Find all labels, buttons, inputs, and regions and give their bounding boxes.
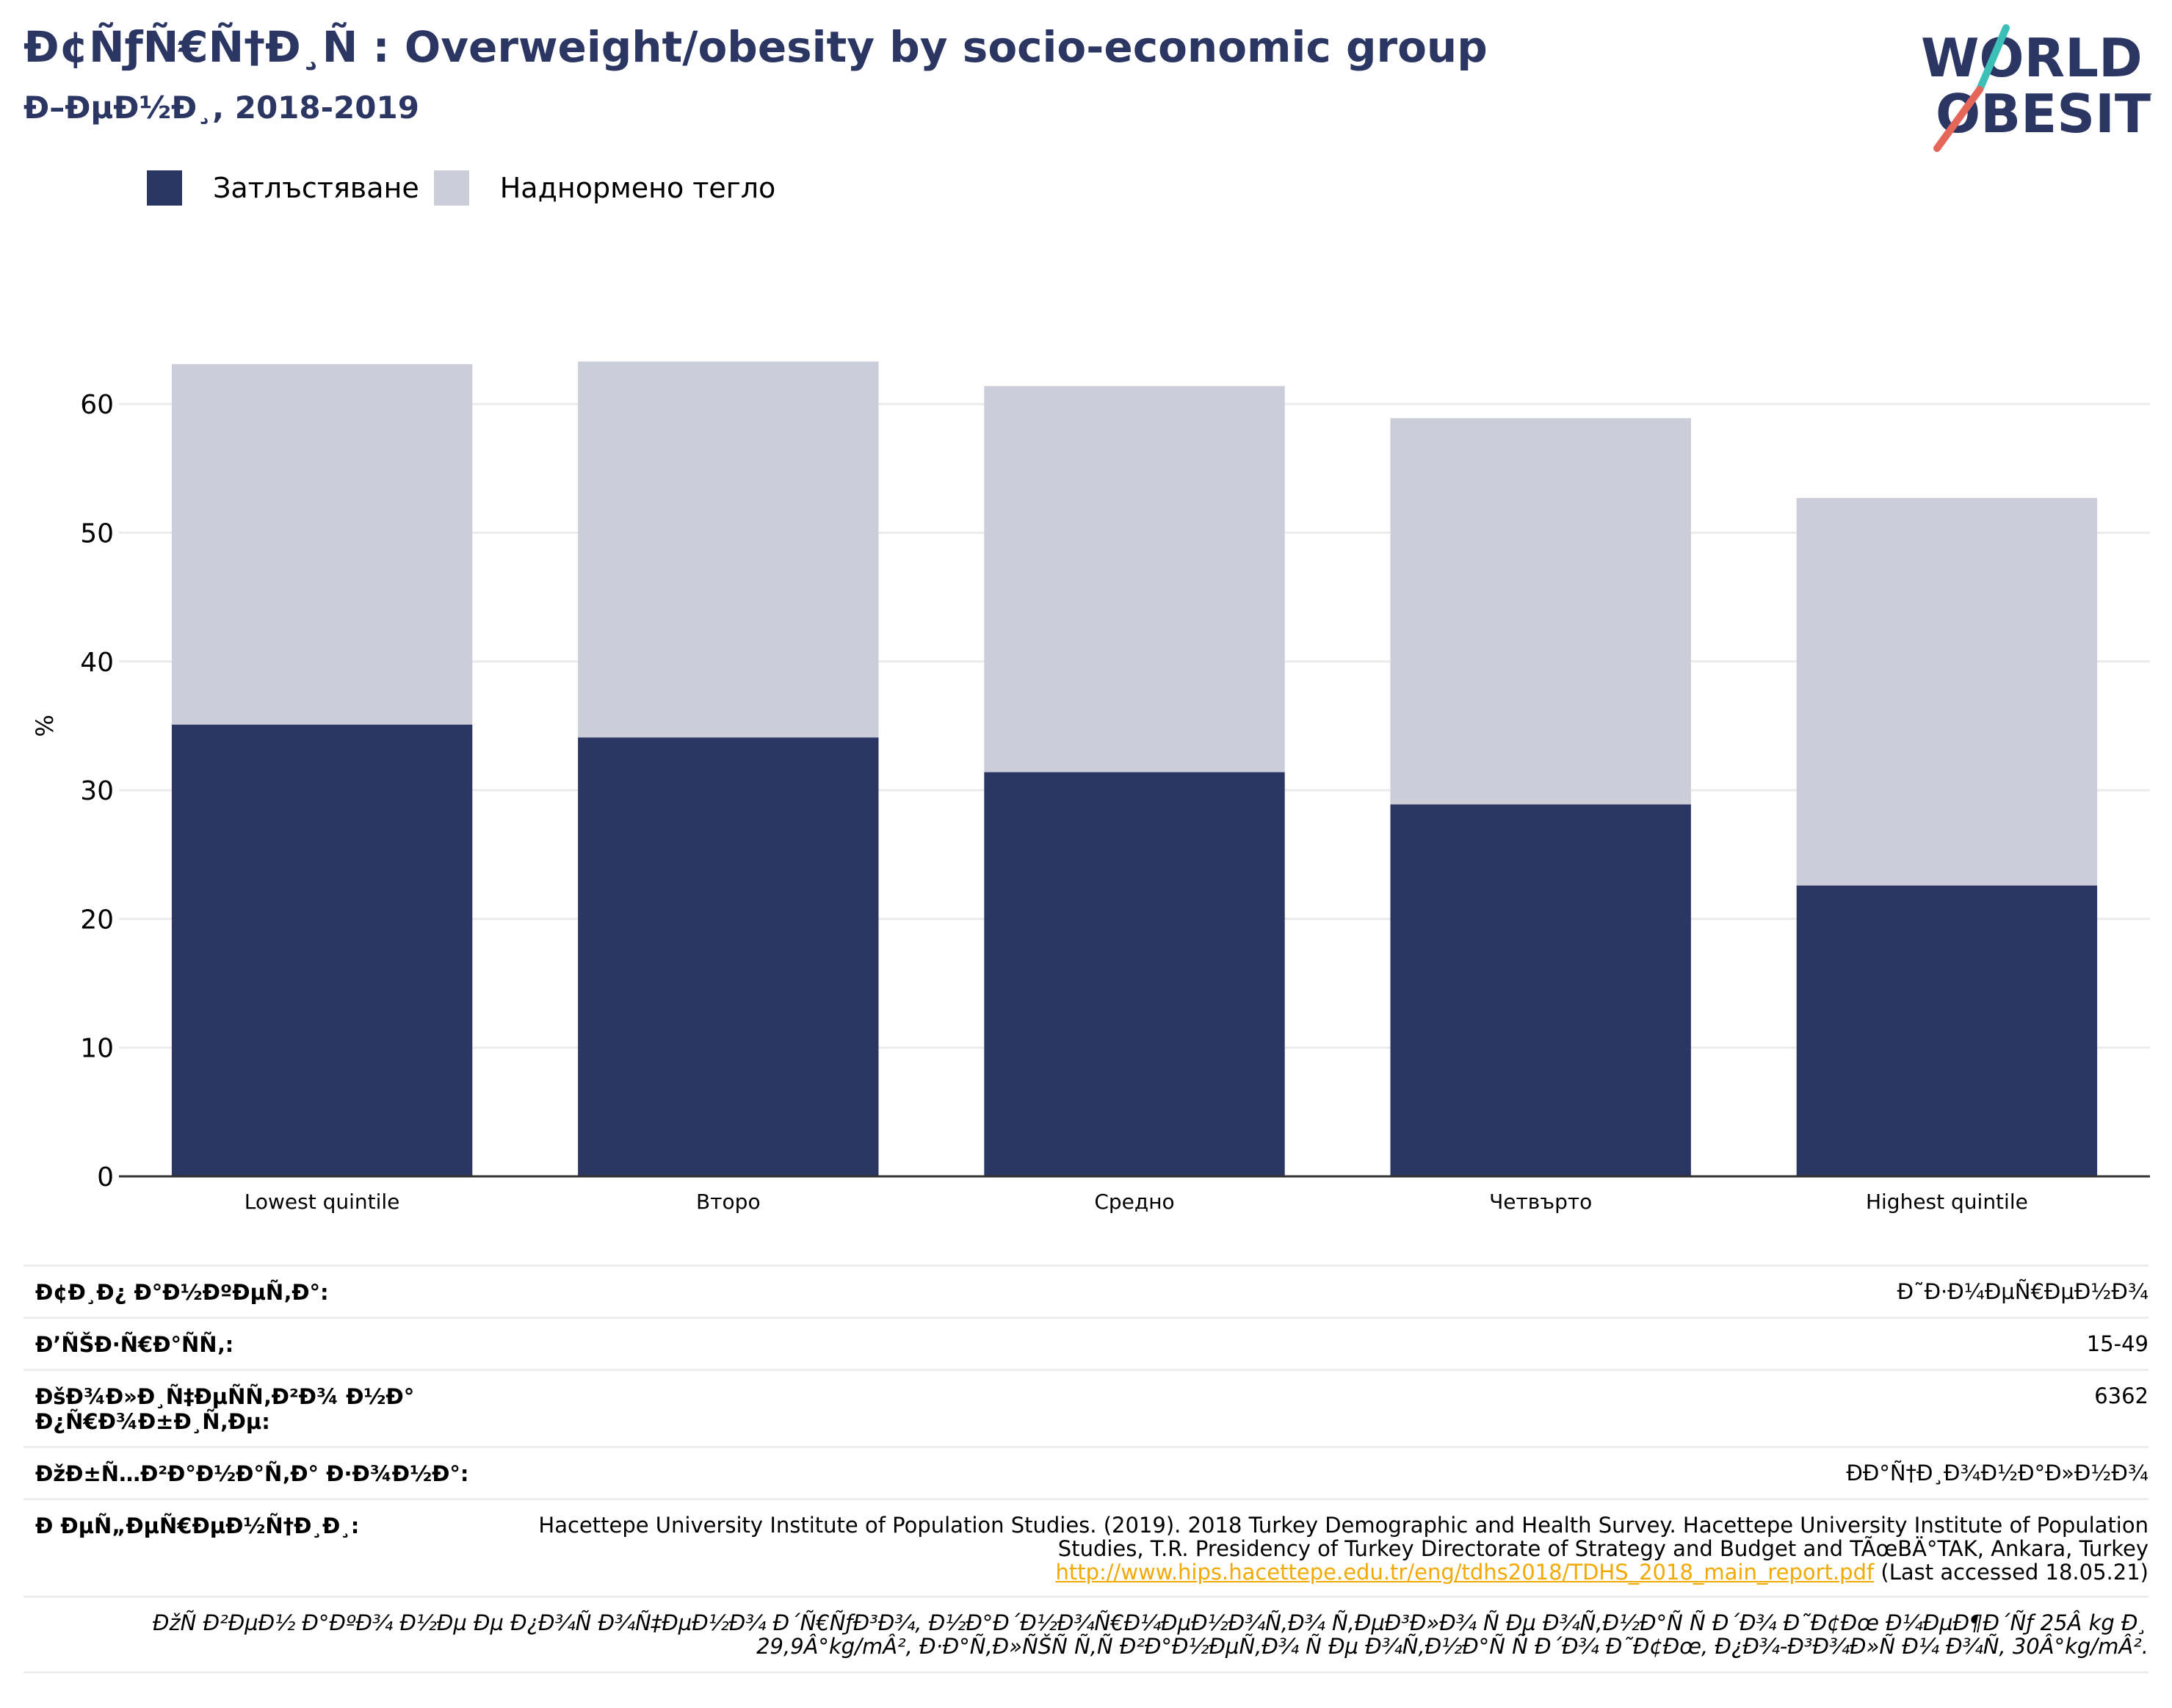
world-obesity-logo: WORLD OBESITY [1921,24,2151,152]
meta-value: 6362 [2094,1383,2149,1408]
logo-slash-teal [1976,24,2010,93]
y-tick-label: 40 [80,648,114,678]
bar-overweight [171,363,473,725]
meta-key: ÐžÐ±Ñ…Ð²Ð°Ð½Ð°Ñ‚Ð° Ð·Ð¾Ð½Ð°: [35,1461,469,1486]
bar-overweight [1390,418,1691,805]
legend-label-overweight: Наднормено тегло [499,172,776,204]
y-tick-label: 10 [80,1034,114,1064]
meta-value: Ð˜Ð·Ð¼ÐµÑ€ÐµÐ½Ð¾ [1897,1279,2149,1304]
legend-item-obesity: Затлъстяване [147,170,419,206]
meta-row-survey-type: Ð¢Ð¸Ð¿ Ð°Ð½ÐºÐµÑ‚Ð°: Ð˜Ð·Ð¼ÐµÑ€ÐµÐ½Ð¾ [23,1264,2149,1317]
x-tick-label: Средно [1094,1190,1174,1214]
bar-overweight [578,361,879,738]
meta-key: ÐšÐ¾Ð»Ð¸Ñ‡ÐµÑÑ‚Ð²Ð¾ Ð½Ð° Ð¿Ñ€Ð¾Ð±Ð¸Ñ‚Ðµ: [35,1384,415,1434]
meta-key: Ð ÐµÑ„ÐµÑ€ÐµÐ½Ñ†Ð¸Ð¸: [35,1513,360,1538]
x-tick-label: Lowest quintile [245,1190,400,1214]
footnote: ÐžÑ Ð²ÐµÐ½ Ð°ÐºÐ¾ Ð½Ðµ Ðµ Ð¿Ð¾Ñ Ð¾Ñ‡ÐµÐ½… [23,1596,2149,1673]
reference-accessed: (Last accessed 18.05.21) [1880,1560,2149,1585]
meta-row-age: Ð’ÑŠÐ·Ñ€Ð°ÑÑ‚: 15-49 [23,1317,2149,1369]
bar-overweight [984,386,1285,772]
meta-row-coverage: ÐžÐ±Ñ…Ð²Ð°Ð½Ð°Ñ‚Ð° Ð·Ð¾Ð½Ð°: ÐÐ°Ñ†Ð¸Ð¾Ð½… [23,1446,2149,1498]
meta-value: 15-49 [2086,1331,2149,1356]
meta-row-references: Ð ÐµÑ„ÐµÑ€ÐµÐ½Ñ†Ð¸Ð¸: Hacettepe Universi… [23,1498,2149,1596]
x-tick-label: Четвърто [1489,1190,1592,1214]
legend-label-obesity: Затлъстяване [213,172,419,204]
bar-obesity [171,724,473,1176]
legend-item-overweight: Наднормено тегло [433,170,776,206]
meta-value: ÐÐ°Ñ†Ð¸Ð¾Ð½Ð°Ð»Ð½Ð¾ [1846,1461,2149,1486]
x-tick-label: Highest quintile [1866,1190,2028,1214]
bar-obesity [984,772,1285,1176]
logo-text-obesity: OBESITY [1936,83,2151,145]
y-tick-label: 60 [80,390,114,420]
chart-legend: Затлъстяване Наднормено тегло [147,170,790,206]
x-tick-label: Второ [696,1190,761,1214]
y-tick-label: 50 [80,519,114,549]
bar-overweight [1796,498,2098,886]
metadata-table: Ð¢Ð¸Ð¿ Ð°Ð½ÐºÐµÑ‚Ð°: Ð˜Ð·Ð¼ÐµÑ€ÐµÐ½Ð¾ Ð’… [23,1264,2149,1673]
reference-link[interactable]: http://www.hips.hacettepe.edu.tr/eng/tdh… [1055,1560,1875,1585]
meta-key: Ð’ÑŠÐ·Ñ€Ð°ÑÑ‚: [35,1332,234,1357]
reference-text: Hacettepe University Institute of Popula… [538,1513,2149,1561]
y-tick-label: 0 [97,1162,114,1193]
y-axis-label: % [31,714,59,737]
logo-text-world: WORLD [1921,27,2143,89]
y-tick-label: 20 [80,905,114,935]
bar-obesity [578,737,879,1176]
y-tick-label: 30 [80,776,114,806]
bar-obesity [1796,885,2098,1176]
meta-row-sample-size: ÐšÐ¾Ð»Ð¸Ñ‡ÐµÑÑ‚Ð²Ð¾ Ð½Ð° Ð¿Ñ€Ð¾Ð±Ð¸Ñ‚Ðµ:… [23,1369,2149,1446]
bar-obesity [1390,804,1691,1176]
chart-title: Ð¢ÑƒÑ€Ñ†Ð¸Ñ : Overweight/obesity by soci… [23,22,1488,72]
logo-slash-coral [1933,86,1983,152]
legend-swatch-obesity [147,170,182,206]
reference-value: Hacettepe University Institute of Popula… [533,1513,2149,1584]
legend-swatch-overweight [433,170,469,206]
stacked-bar-chart: 0 10 20 30 40 50 60% Lowest quintile Второ Средно… [31,361,2150,1214]
chart-subtitle: Ð–ÐµÐ½Ð¸, 2018-2019 [23,90,419,126]
meta-key: Ð¢Ð¸Ð¿ Ð°Ð½ÐºÐµÑ‚Ð°: [35,1280,329,1305]
